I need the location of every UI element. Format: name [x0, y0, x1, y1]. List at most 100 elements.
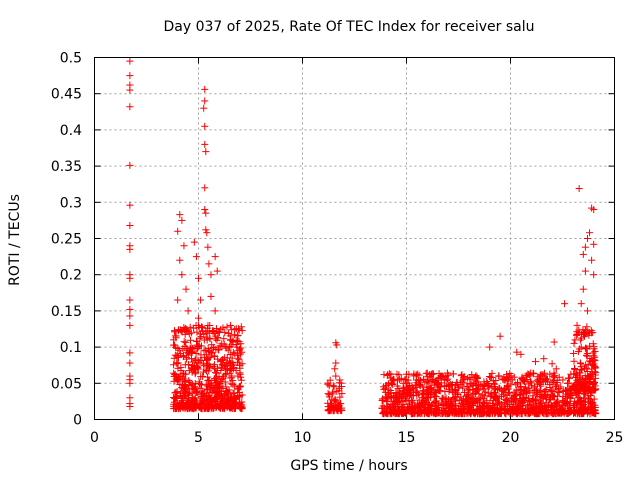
- data-point: [499, 375, 507, 383]
- data-point: [229, 348, 237, 356]
- data-point: [525, 380, 533, 388]
- data-point: [170, 354, 178, 362]
- data-point: [182, 395, 190, 403]
- data-point: [185, 348, 193, 356]
- data-point: [413, 404, 421, 412]
- data-point: [570, 357, 578, 365]
- data-point: [193, 328, 201, 336]
- data-point: [236, 383, 244, 391]
- data-point: [449, 387, 457, 395]
- data-point: [484, 389, 492, 397]
- data-point: [577, 360, 585, 368]
- data-point: [577, 343, 585, 351]
- data-point: [226, 374, 234, 382]
- data-point: [505, 385, 513, 393]
- data-point: [477, 394, 485, 402]
- data-point: [126, 57, 134, 65]
- data-point: [126, 402, 134, 410]
- data-point: [199, 372, 207, 380]
- data-point: [532, 395, 540, 403]
- data-point: [446, 381, 454, 389]
- data-point: [542, 407, 550, 415]
- data-point: [507, 380, 515, 388]
- data-point: [222, 365, 230, 373]
- data-point: [414, 404, 422, 412]
- data-point: [501, 405, 509, 413]
- data-point: [222, 395, 230, 403]
- data-point: [537, 405, 545, 413]
- data-point: [591, 409, 599, 417]
- data-point: [175, 353, 183, 361]
- data-point: [525, 398, 533, 406]
- data-point: [432, 388, 440, 396]
- data-point: [424, 394, 432, 402]
- y-tick-label: 0.4: [60, 123, 82, 139]
- data-point: [584, 374, 592, 382]
- data-point: [204, 243, 212, 251]
- data-point: [182, 370, 190, 378]
- y-tick-label: 0.15: [51, 304, 82, 320]
- data-point: [229, 380, 237, 388]
- data-point: [578, 365, 586, 373]
- data-point: [435, 406, 443, 414]
- data-point: [583, 352, 591, 360]
- data-point: [496, 384, 504, 392]
- data-point: [202, 346, 210, 354]
- data-point: [171, 371, 179, 379]
- data-point: [196, 330, 204, 338]
- data-point: [327, 402, 335, 410]
- data-point: [495, 372, 503, 380]
- data-point: [217, 363, 225, 371]
- y-tick-labels: 0 0.05 0.1 0.15 0.2 0.25 0.3 0.35 0.4 0.45 0.5: [51, 51, 82, 429]
- data-point: [206, 395, 214, 403]
- data-point: [206, 321, 214, 329]
- data-point: [589, 380, 597, 388]
- data-point: [503, 370, 511, 378]
- data-point: [126, 312, 134, 320]
- data-point: [378, 396, 386, 404]
- data-point: [205, 260, 213, 268]
- data-point: [380, 410, 388, 418]
- data-point: [546, 370, 554, 378]
- data-point: [193, 362, 201, 370]
- data-point: [338, 390, 346, 398]
- data-point: [227, 321, 235, 329]
- data-point: [570, 350, 578, 358]
- data-point: [383, 397, 391, 405]
- data-point: [530, 370, 538, 378]
- data-point: [205, 367, 213, 375]
- data-point: [415, 376, 423, 384]
- data-point: [484, 382, 492, 390]
- data-point: [238, 348, 246, 356]
- data-point: [175, 346, 183, 354]
- data-point: [516, 409, 524, 417]
- data-point: [550, 393, 558, 401]
- data-point: [202, 351, 210, 359]
- data-point: [520, 377, 528, 385]
- data-point: [223, 323, 231, 331]
- data-point: [227, 336, 235, 344]
- data-point: [583, 323, 591, 331]
- data-point: [211, 307, 219, 315]
- data-point: [591, 357, 599, 365]
- data-point: [172, 334, 180, 342]
- data-point: [126, 349, 134, 357]
- data-point: [192, 368, 200, 376]
- data-point: [226, 332, 234, 340]
- data-point: [578, 375, 586, 383]
- data-point: [473, 406, 481, 414]
- data-point: [511, 408, 519, 416]
- data-point: [526, 372, 534, 380]
- data-point: [193, 337, 201, 345]
- data-point: [571, 336, 579, 344]
- y-tick-label: 0.45: [51, 87, 82, 103]
- data-point: [126, 161, 134, 169]
- data-point: [199, 368, 207, 376]
- data-point: [402, 410, 410, 418]
- data-point: [177, 367, 185, 375]
- data-point: [581, 332, 589, 340]
- data-point: [464, 374, 472, 382]
- data-point: [581, 344, 589, 352]
- data-point: [512, 381, 520, 389]
- data-point: [581, 267, 589, 275]
